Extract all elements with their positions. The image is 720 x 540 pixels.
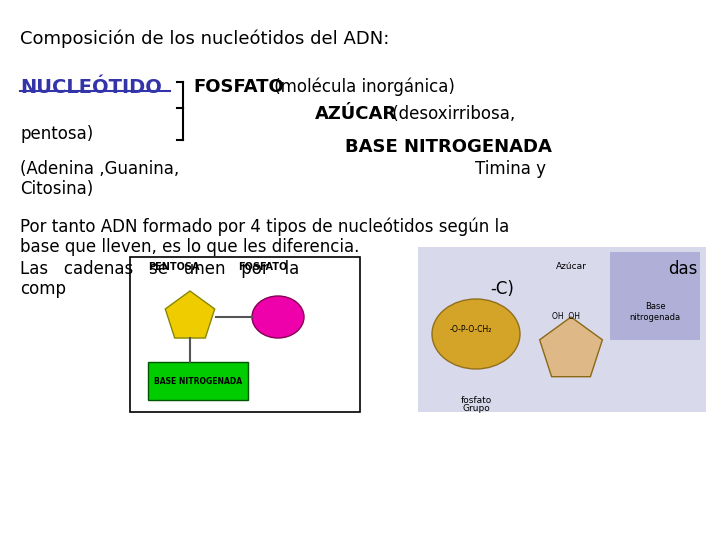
Ellipse shape [252, 296, 304, 338]
Text: Grupo: Grupo [462, 404, 490, 413]
Polygon shape [166, 291, 215, 338]
Text: FOSFATO: FOSFATO [193, 78, 284, 96]
Text: base que lleven, es lo que les diferencia.: base que lleven, es lo que les diferenci… [20, 238, 359, 256]
Text: PENTOSA: PENTOSA [148, 262, 199, 272]
Text: Citosina): Citosina) [20, 180, 94, 198]
Text: Las   cadenas   se   unen   por   la: Las cadenas se unen por la [20, 260, 300, 278]
Text: NUCLEÓTIDO: NUCLEÓTIDO [20, 78, 162, 97]
Bar [130, 257, 360, 412]
Text: das: das [668, 260, 698, 278]
Text: comp: comp [20, 280, 66, 298]
Text: Timina y: Timina y [475, 160, 546, 178]
Text: Composición de los nucleótidos del ADN:: Composición de los nucleótidos del ADN: [20, 30, 390, 49]
Bar [418, 247, 706, 412]
Polygon shape [539, 317, 603, 377]
Text: -O-P-O-CH₂: -O-P-O-CH₂ [450, 325, 492, 334]
Text: pentosa): pentosa) [20, 125, 94, 143]
Text: AZÚCAR: AZÚCAR [315, 105, 397, 123]
Text: OH  OH: OH OH [552, 312, 580, 321]
Text: (Adenina ,Guanina,: (Adenina ,Guanina, [20, 160, 179, 178]
Bar [148, 362, 248, 400]
Text: -C): -C) [490, 280, 514, 298]
Text: BASE NITROGENADA: BASE NITROGENADA [345, 138, 552, 156]
Text: FOSFATO: FOSFATO [238, 262, 287, 272]
Text: Por tanto ADN formado por 4 tipos de nucleótidos según la: Por tanto ADN formado por 4 tipos de nuc… [20, 218, 509, 237]
Ellipse shape [432, 299, 520, 369]
Bar [610, 252, 700, 340]
Text: (molécula inorgánica): (molécula inorgánica) [269, 78, 455, 97]
Text: (desoxirribosa,: (desoxirribosa, [387, 105, 516, 123]
Text: Azúcar: Azúcar [556, 262, 586, 271]
Text: fosfato: fosfato [460, 396, 492, 405]
Text: BASE NITROGENADA: BASE NITROGENADA [154, 376, 242, 386]
Text: Base
nitrogenada: Base nitrogenada [629, 302, 680, 322]
